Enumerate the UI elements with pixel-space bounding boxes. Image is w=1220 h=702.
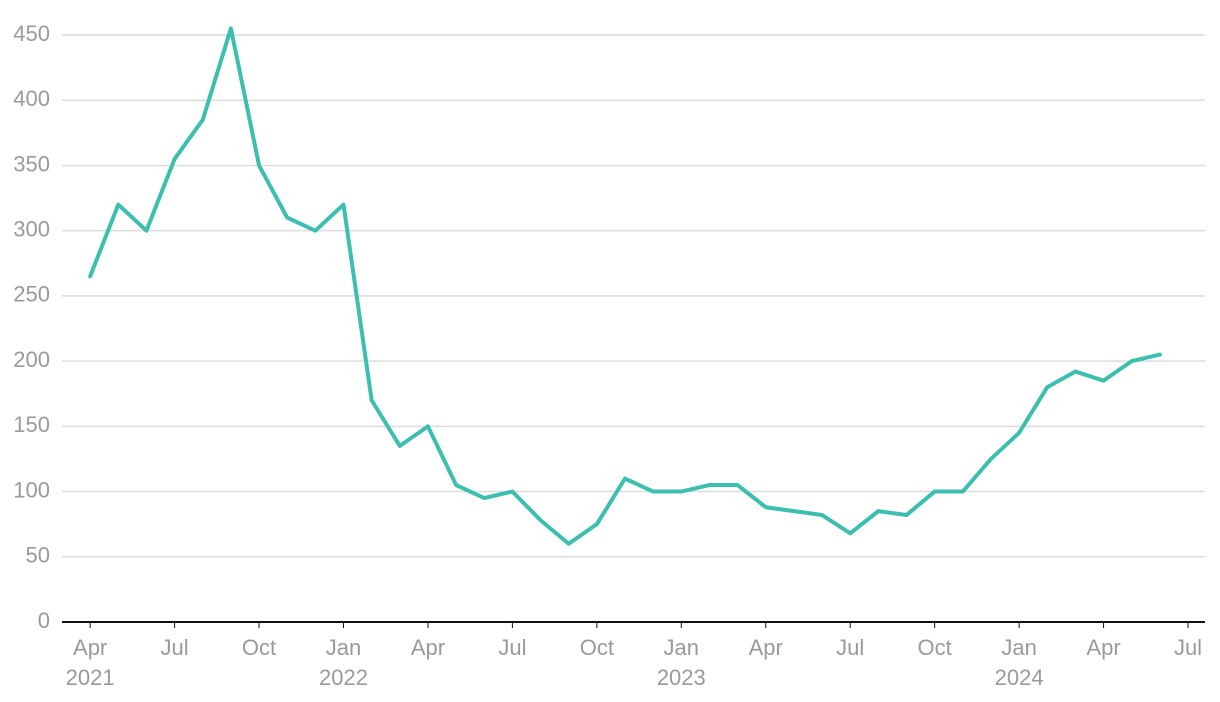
y-tick-label: 350 (13, 151, 50, 176)
x-tick-label: Oct (918, 635, 952, 660)
x-tick-year: 2024 (995, 665, 1044, 690)
y-tick-label: 50 (26, 543, 50, 568)
x-tick-label: Jul (1174, 635, 1202, 660)
x-tick-label: Jan (1001, 635, 1036, 660)
y-tick-label: 150 (13, 412, 50, 437)
y-tick-label: 450 (13, 21, 50, 46)
x-tick-label: Jan (664, 635, 699, 660)
line (88, 26, 1162, 546)
x-tick-label: Oct (242, 635, 276, 660)
y-tick-label: 300 (13, 216, 50, 241)
x-tick-label: Apr (73, 635, 107, 660)
y-tick-label: 400 (13, 86, 50, 111)
x-tick-year: 2022 (319, 665, 368, 690)
x-tick-label: Oct (580, 635, 614, 660)
x-tick-year: 2023 (657, 665, 706, 690)
y-tick-label: 0 (38, 608, 50, 633)
x-tick-label: Jul (498, 635, 526, 660)
x-tick-label: Jul (161, 635, 189, 660)
x-tick-label: Jul (836, 635, 864, 660)
x-tick-label: Jan (326, 635, 361, 660)
x-tick-year: 2021 (66, 665, 115, 690)
y-tick-label: 250 (13, 282, 50, 307)
y-tick-label: 200 (13, 347, 50, 372)
y-tick-label: 100 (13, 477, 50, 502)
x-tick-label: Apr (1086, 635, 1120, 660)
x-tick-label: Apr (411, 635, 445, 660)
x-tick-label: Apr (749, 635, 783, 660)
